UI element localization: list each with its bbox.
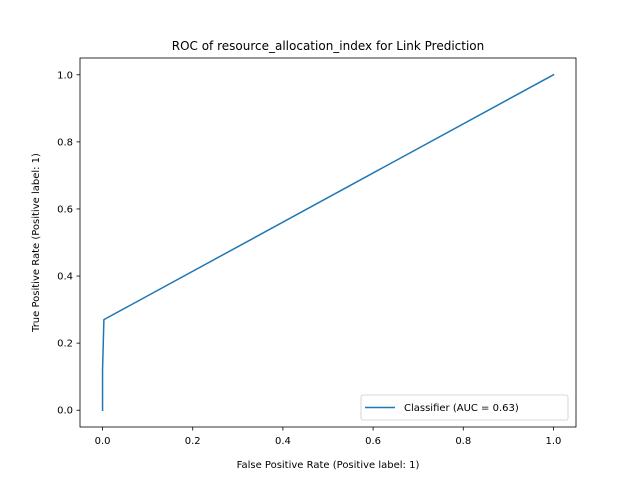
x-axis-ticks: 0.0 0.2 0.4 0.6 0.8 1.0 <box>95 427 562 447</box>
x-tick-label: 0.4 <box>275 436 291 447</box>
y-tick-label: 0.0 <box>57 406 73 417</box>
series-layer <box>101 73 555 411</box>
y-tick-label: 1.0 <box>57 70 73 81</box>
chart-title: ROC of resource_allocation_index for Lin… <box>172 39 485 53</box>
x-tick-label: 1.0 <box>546 436 562 447</box>
y-tick-label: 0.6 <box>57 204 73 215</box>
legend: Classifier (AUC = 0.63) <box>360 394 569 421</box>
y-axis-label: True Positive Rate (Positive label: 1) <box>31 153 42 333</box>
x-tick-label: 0.6 <box>365 436 381 447</box>
x-tick-label: 0.2 <box>185 436 201 447</box>
roc-curve-line <box>101 73 555 411</box>
y-tick-label: 0.4 <box>57 272 73 283</box>
x-axis-label: False Positive Rate (Positive label: 1) <box>237 460 420 471</box>
y-tick-label: 0.8 <box>57 137 73 148</box>
x-tick-label: 0.0 <box>95 436 111 447</box>
y-tick-label: 0.2 <box>57 339 73 350</box>
legend-label-classifier: Classifier (AUC = 0.63) <box>404 403 519 414</box>
y-axis-ticks: 0.0 0.2 0.4 0.6 0.8 1.0 <box>57 70 80 417</box>
plot-area <box>80 58 576 427</box>
x-tick-label: 0.8 <box>455 436 471 447</box>
legend-box <box>360 394 569 421</box>
plot-frame <box>79 57 577 428</box>
